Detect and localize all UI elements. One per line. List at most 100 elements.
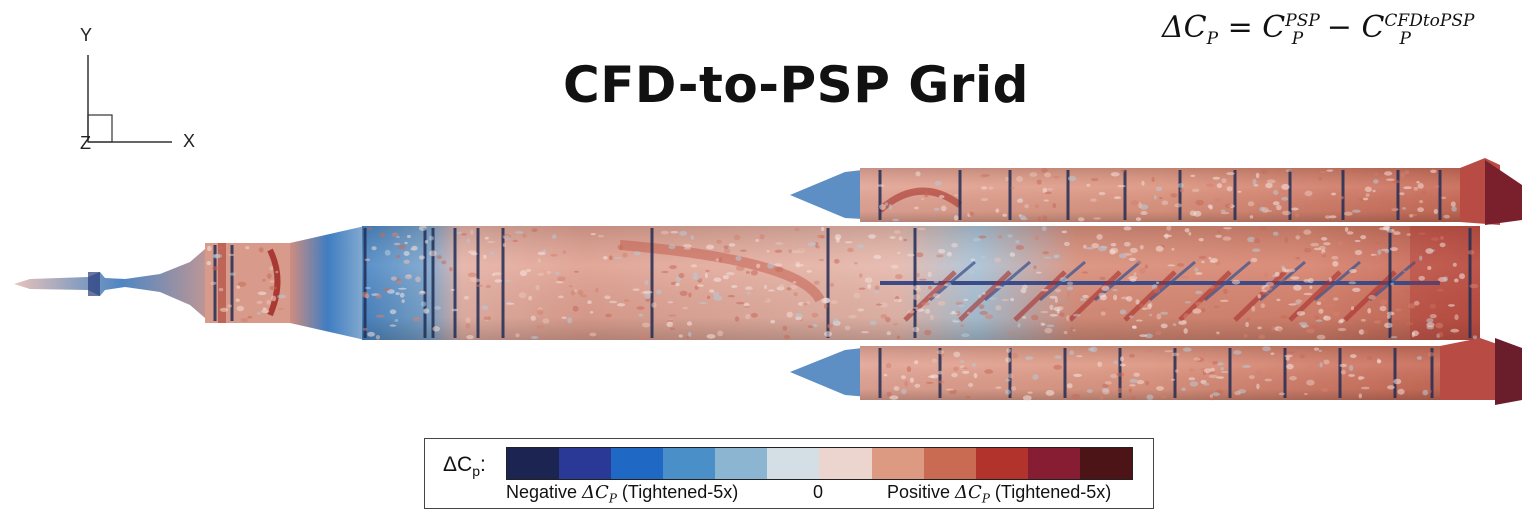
texture-speck bbox=[245, 246, 250, 250]
texture-speck bbox=[1435, 322, 1444, 329]
texture-speck bbox=[236, 285, 240, 289]
texture-speck bbox=[1256, 383, 1260, 390]
legend-negative-label: Negative ΔCP (Tightened-5x) bbox=[506, 482, 739, 506]
texture-speck bbox=[1316, 334, 1326, 340]
texture-speck bbox=[608, 255, 613, 261]
texture-speck bbox=[1155, 186, 1163, 192]
texture-speck bbox=[1286, 268, 1296, 273]
texture-speck bbox=[1293, 302, 1301, 305]
texture-speck bbox=[537, 258, 542, 264]
texture-speck bbox=[1430, 169, 1437, 173]
texture-speck bbox=[366, 227, 373, 230]
texture-speck bbox=[1183, 347, 1192, 352]
texture-speck bbox=[859, 273, 863, 278]
texture-speck bbox=[973, 237, 981, 242]
texture-speck bbox=[1313, 347, 1319, 351]
texture-speck bbox=[821, 226, 825, 232]
texture-speck bbox=[1117, 184, 1126, 188]
texture-speck bbox=[956, 310, 961, 316]
texture-speck bbox=[1295, 299, 1303, 303]
texture-speck bbox=[1224, 203, 1232, 208]
texture-speck bbox=[885, 362, 892, 369]
texture-speck bbox=[1066, 383, 1073, 389]
texture-speck bbox=[1147, 303, 1152, 310]
texture-speck bbox=[994, 257, 1002, 263]
texture-speck bbox=[912, 294, 921, 300]
texture-speck bbox=[261, 309, 270, 314]
texture-speck bbox=[1036, 179, 1042, 185]
texture-speck bbox=[1322, 252, 1326, 258]
texture-speck bbox=[1284, 354, 1293, 358]
texture-speck bbox=[1035, 271, 1042, 274]
texture-speck bbox=[965, 396, 971, 399]
texture-speck bbox=[936, 254, 944, 258]
texture-speck bbox=[1146, 394, 1154, 401]
texture-speck bbox=[1363, 329, 1369, 335]
texture-speck bbox=[1454, 278, 1459, 283]
texture-speck bbox=[930, 374, 939, 379]
texture-speck bbox=[1102, 388, 1110, 395]
texture-speck bbox=[834, 258, 840, 264]
texture-speck bbox=[1222, 236, 1232, 241]
texture-speck bbox=[1128, 257, 1136, 261]
texture-speck bbox=[1033, 265, 1037, 270]
texture-speck bbox=[1191, 188, 1200, 193]
texture-speck bbox=[1209, 394, 1213, 398]
texture-speck bbox=[678, 272, 685, 279]
texture-speck bbox=[1024, 204, 1029, 209]
texture-speck bbox=[589, 311, 594, 314]
texture-speck bbox=[1318, 349, 1323, 352]
texture-speck bbox=[915, 171, 921, 177]
texture-speck bbox=[638, 313, 644, 317]
texture-speck bbox=[669, 327, 676, 330]
texture-speck bbox=[1139, 245, 1144, 250]
texture-speck bbox=[364, 258, 371, 262]
texture-speck bbox=[1190, 174, 1196, 177]
texture-speck bbox=[375, 335, 380, 340]
texture-speck bbox=[1100, 245, 1108, 249]
texture-speck bbox=[1253, 237, 1261, 244]
texture-speck bbox=[744, 286, 753, 291]
texture-speck bbox=[793, 292, 798, 297]
texture-speck bbox=[1467, 250, 1475, 255]
texture-speck bbox=[1262, 291, 1270, 295]
texture-speck bbox=[836, 237, 840, 243]
texture-speck bbox=[735, 256, 742, 261]
texture-speck bbox=[1260, 169, 1268, 174]
texture-speck bbox=[896, 335, 901, 340]
texture-speck bbox=[1255, 172, 1260, 179]
texture-speck bbox=[1022, 395, 1032, 401]
texture-speck bbox=[574, 270, 579, 273]
texture-speck bbox=[954, 194, 959, 197]
texture-speck bbox=[816, 245, 820, 249]
texture-speck bbox=[857, 244, 865, 249]
texture-speck bbox=[1387, 385, 1395, 390]
texture-speck bbox=[1056, 304, 1064, 307]
texture-speck bbox=[1059, 277, 1068, 282]
texture-speck bbox=[424, 240, 428, 244]
texture-speck bbox=[1354, 240, 1361, 242]
texture-speck bbox=[1181, 276, 1190, 279]
texture-speck bbox=[709, 289, 715, 293]
texture-speck bbox=[1063, 330, 1068, 335]
texture-speck bbox=[1156, 281, 1160, 284]
texture-speck bbox=[1448, 304, 1455, 307]
texture-speck bbox=[361, 291, 369, 298]
texture-speck bbox=[404, 241, 408, 245]
texture-speck bbox=[1181, 387, 1186, 391]
delta-cp-equation: ΔCP = CPSPP − CCFDtoPSPP bbox=[1162, 10, 1475, 49]
texture-speck bbox=[736, 301, 745, 305]
colorbar-swatch bbox=[715, 448, 768, 479]
texture-speck bbox=[1067, 175, 1077, 182]
texture-speck bbox=[536, 325, 545, 329]
texture-speck bbox=[1203, 351, 1207, 357]
texture-speck bbox=[1358, 329, 1365, 335]
texture-speck bbox=[218, 287, 224, 292]
texture-speck bbox=[617, 244, 624, 250]
texture-speck bbox=[806, 270, 812, 273]
texture-speck bbox=[1046, 324, 1055, 328]
texture-speck bbox=[1291, 207, 1299, 211]
texture-speck bbox=[1266, 201, 1271, 206]
texture-speck bbox=[1061, 230, 1068, 234]
texture-speck bbox=[788, 249, 792, 254]
